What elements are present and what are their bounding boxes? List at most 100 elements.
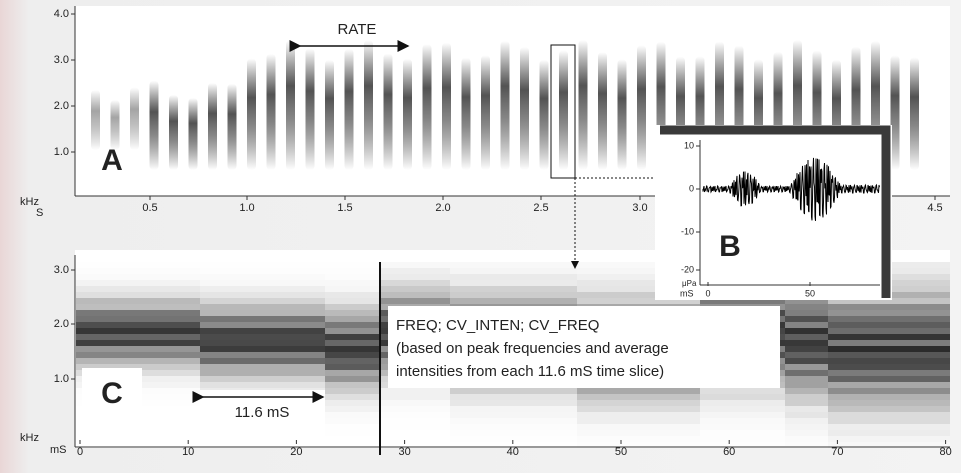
label-bg: [82, 368, 142, 418]
x-tick-label: 3.0: [632, 202, 647, 214]
x-tick-label: 60: [723, 446, 735, 458]
stripe: [450, 394, 577, 400]
stripe: [325, 436, 380, 442]
stripe: [828, 442, 950, 448]
stripe: [577, 394, 700, 400]
stripe: [325, 274, 380, 280]
stripe: [380, 262, 450, 268]
stripe: [325, 388, 380, 394]
y-unit: kHz: [20, 196, 39, 208]
pulse: [130, 87, 139, 150]
stripe: [828, 382, 950, 388]
stripe: [325, 310, 380, 316]
stripe: [200, 322, 325, 328]
stripe: [200, 298, 325, 304]
x-tick-label: 1.0: [239, 202, 254, 214]
stripe: [200, 346, 325, 352]
stripe: [785, 316, 828, 322]
stripe: [828, 436, 950, 442]
note-line: intensities from each 11.6 mS time slice…: [396, 363, 664, 380]
pulse: [539, 59, 549, 170]
y-tick-label: 1.0: [54, 146, 69, 158]
stripe: [577, 388, 700, 394]
stripe: [76, 322, 200, 328]
stripe: [76, 352, 200, 358]
stripe: [785, 352, 828, 358]
stripe: [325, 322, 380, 328]
pulse: [617, 59, 627, 170]
stripe: [76, 442, 200, 448]
stripe: [785, 418, 828, 424]
stripe: [76, 436, 200, 442]
annotation: RATE: [338, 21, 377, 38]
stripe: [828, 406, 950, 412]
stripe: [577, 268, 700, 274]
stripe: [828, 328, 950, 334]
stripe: [450, 400, 577, 406]
stripe: [450, 442, 577, 448]
pulse: [598, 52, 607, 170]
stripe: [380, 394, 450, 400]
pulse: [305, 48, 315, 170]
y-tick-label: -10: [681, 226, 694, 236]
stripe: [76, 316, 200, 322]
stripe: [450, 280, 577, 286]
stripe: [700, 442, 785, 448]
pulse: [91, 90, 100, 150]
stripe: [785, 400, 828, 406]
stripe: [76, 286, 200, 292]
pulse: [578, 40, 588, 170]
stripe: [325, 316, 380, 322]
x-tick-label: 0: [77, 446, 83, 458]
stripe: [828, 394, 950, 400]
stripe: [785, 364, 828, 370]
stripe: [828, 388, 950, 394]
stripe: [450, 268, 577, 274]
stripe: [325, 382, 380, 388]
note-box: [388, 306, 780, 388]
note-line: FREQ; CV_INTEN; CV_FREQ: [396, 317, 599, 334]
y-tick-label: 0: [689, 183, 694, 193]
pulse: [169, 94, 178, 170]
y-unit: kHz: [20, 432, 39, 444]
stripe: [200, 436, 325, 442]
stripe: [380, 388, 450, 394]
x-tick-label: 1.5: [337, 202, 352, 214]
stripe: [380, 406, 450, 412]
stripe: [200, 274, 325, 280]
stripe: [76, 328, 200, 334]
stripe: [325, 370, 380, 376]
stripe: [828, 322, 950, 328]
panel-label: B: [719, 230, 741, 263]
stripe: [76, 358, 200, 364]
stripe: [200, 262, 325, 268]
stripe: [828, 346, 950, 352]
stripe: [785, 394, 828, 400]
stripe: [200, 334, 325, 340]
y-tick-label: -20: [681, 264, 694, 274]
selection-box: [550, 44, 576, 179]
stripe: [577, 424, 700, 430]
pulse: [149, 80, 159, 170]
stripe: [450, 388, 577, 394]
stripe: [76, 310, 200, 316]
x-tick-label: 50: [805, 288, 815, 298]
stripe: [325, 364, 380, 370]
inset-b: B μPa mS 10 0 -10 -20 0 50: [655, 125, 892, 300]
stripe: [200, 358, 325, 364]
stripe: [828, 430, 950, 436]
stripe: [828, 316, 950, 322]
stripe: [700, 430, 785, 436]
pulse: [286, 40, 295, 171]
stripe: [325, 406, 380, 412]
stripe: [325, 412, 380, 418]
pulse: [481, 55, 490, 170]
waveform: [702, 157, 880, 221]
stripe: [380, 430, 450, 436]
stripe: [380, 436, 450, 442]
stripe: [380, 442, 450, 448]
stripe: [450, 412, 577, 418]
stripe: [76, 304, 200, 310]
stripe: [785, 424, 828, 430]
stripe: [450, 274, 577, 280]
